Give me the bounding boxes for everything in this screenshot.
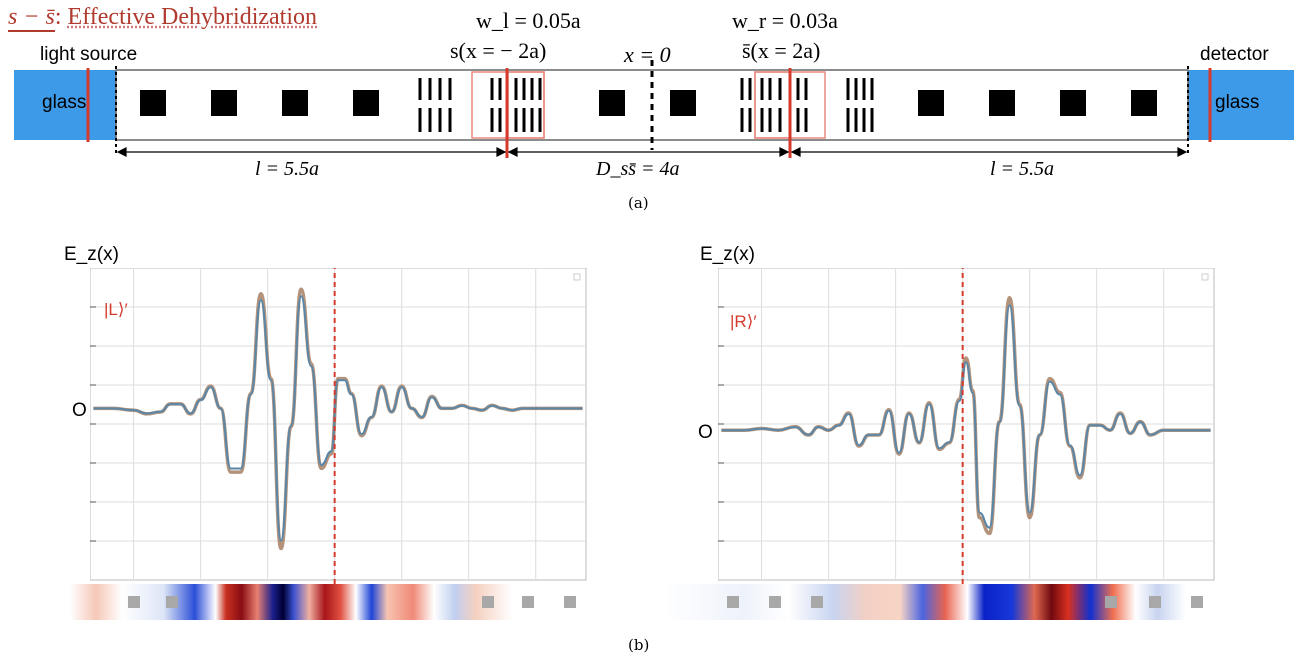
chart-right-state-label: |R⟩′ xyxy=(730,312,757,331)
thin-rods-left xyxy=(418,78,542,132)
wl-label: w_l = 0.05a xyxy=(476,8,581,33)
s-right-label: s̄(x = 2a) xyxy=(742,38,821,63)
square-rods-left xyxy=(140,90,379,116)
series-line xyxy=(721,304,1211,529)
glass-right-block xyxy=(1188,70,1294,140)
glass-left-label: glass xyxy=(42,92,87,113)
chart-left: -6-4-20246 xyxy=(90,268,587,618)
waveguide-schematic xyxy=(14,60,1294,158)
square-rods-middle xyxy=(599,90,696,116)
chart-left-state-label: |L⟩′ xyxy=(104,300,128,319)
legend-box xyxy=(1201,273,1209,281)
chart-left-ylabel: E_z(x) xyxy=(64,244,119,265)
chart-left-zero-label: O xyxy=(72,400,87,421)
title-symbol: s − s̄ xyxy=(8,4,55,32)
dim-middle-label: D_ss̄ = 4a xyxy=(596,158,680,180)
dim-left-label: l = 5.5a xyxy=(255,158,320,180)
light-source-label: light source xyxy=(40,44,138,65)
title-text: Effective Dehybridization xyxy=(67,4,318,30)
glass-right-label: glass xyxy=(1215,92,1260,113)
caption-b: (b) xyxy=(628,636,650,654)
series-line xyxy=(93,295,583,542)
s-left-label: s(x = − 2a) xyxy=(450,38,547,63)
wr-label: w_r = 0.03a xyxy=(732,8,838,33)
field-strip-left xyxy=(70,584,590,620)
chart-right-zero-label: O xyxy=(698,422,713,443)
title-separator: : xyxy=(54,4,62,30)
chart-right: -6-4-20246 xyxy=(718,268,1215,618)
glass-left-block xyxy=(14,70,116,140)
thin-rods-right xyxy=(740,78,874,132)
detector-label: detector xyxy=(1200,44,1269,65)
chart-right-ylabel: E_z(x) xyxy=(700,244,755,265)
x0-label: x = 0 xyxy=(624,42,671,67)
field-strip-right xyxy=(665,584,1225,620)
dim-right-label: l = 5.5a xyxy=(990,158,1055,180)
square-rods-right xyxy=(918,90,1157,116)
caption-a: (a) xyxy=(628,194,649,212)
figure-title: s − s̄: Effective Dehybridization xyxy=(8,4,318,32)
dimension-arrows xyxy=(116,147,1188,157)
legend-box xyxy=(573,273,581,281)
